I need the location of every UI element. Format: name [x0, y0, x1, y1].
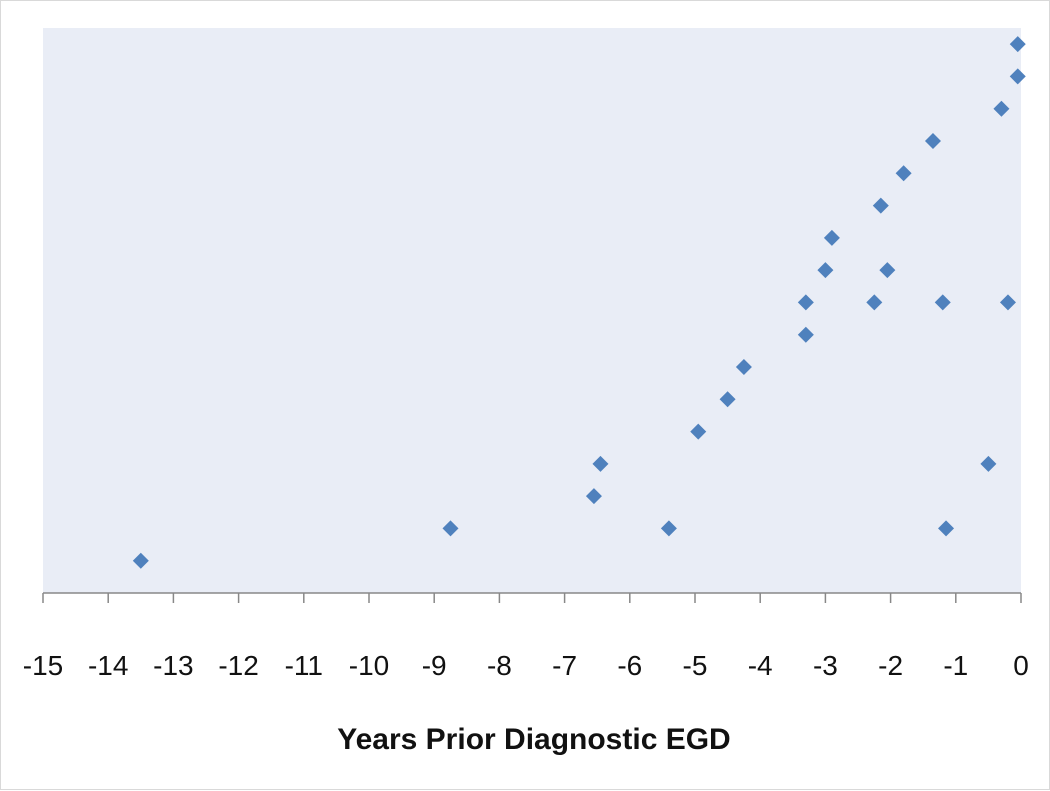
x-tick-label: -1 [943, 650, 968, 681]
x-tick-label: -5 [683, 650, 708, 681]
data-point [924, 133, 941, 149]
data-point [934, 294, 951, 311]
data-point [938, 520, 955, 537]
data-point [797, 326, 814, 343]
x-tick-label: 0 [1013, 650, 1029, 681]
x-tick-label: -10 [349, 650, 389, 681]
x-tick-label: -14 [88, 650, 128, 681]
x-tick-label: -13 [153, 650, 193, 681]
x-tick-label: -12 [218, 650, 258, 681]
data-points [132, 36, 1026, 569]
data-point [1009, 68, 1026, 85]
x-tick-label: -4 [748, 650, 773, 681]
data-point [879, 262, 896, 279]
data-point [719, 391, 736, 408]
x-axis-tick-labels: -15 -14 -13 -12 -11 -10 -9 -8 -7 -6 -5 -4 -3 -2 -1 0 [23, 650, 1029, 681]
data-point [690, 423, 707, 440]
data-point [442, 520, 459, 537]
data-point [797, 294, 814, 311]
data-point [592, 455, 609, 472]
data-point [132, 552, 149, 569]
x-tick-label: -8 [487, 650, 512, 681]
data-point [823, 229, 840, 246]
data-point [999, 294, 1016, 311]
data-point [735, 359, 752, 375]
data-point [585, 488, 602, 505]
x-tick-label: -6 [617, 650, 642, 681]
x-tick-label: -15 [23, 650, 63, 681]
data-point [817, 262, 834, 279]
data-point [1009, 36, 1026, 53]
x-tick-label: -9 [422, 650, 447, 681]
data-point [895, 165, 912, 182]
x-tick-label: -2 [878, 650, 903, 681]
data-point [872, 197, 889, 214]
data-point [660, 520, 677, 537]
data-point [980, 455, 997, 472]
x-axis-ticks [42, 593, 1022, 603]
x-tick-label: -7 [552, 650, 577, 681]
x-axis-title: Years Prior Diagnostic EGD [337, 723, 730, 756]
x-tick-label: -11 [285, 650, 323, 681]
plot-area [43, 28, 1021, 593]
data-point [993, 100, 1010, 117]
x-tick-label: -3 [813, 650, 838, 681]
data-point [866, 294, 883, 311]
